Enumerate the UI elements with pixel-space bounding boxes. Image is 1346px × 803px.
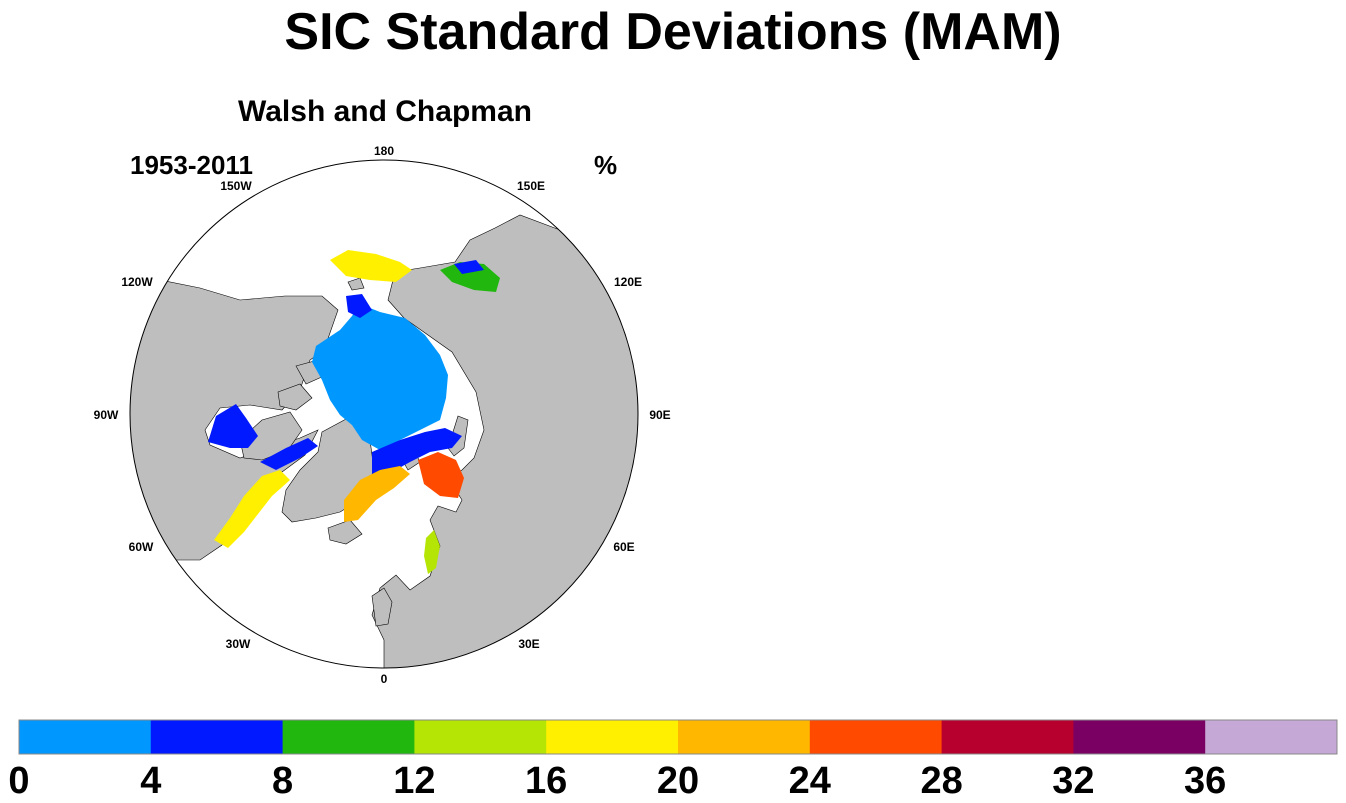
colorbar-label: 8 [272,760,293,802]
colorbar-label: 20 [657,760,699,802]
colorbar-label: 12 [393,760,435,802]
land-archipelago-1 [277,383,313,411]
sic-hudson-bay [208,404,258,448]
lon-label-60w: 60W [129,540,154,554]
colorbar-box [941,720,1074,754]
sic-central-arctic [312,304,448,450]
colorbar-label: 32 [1052,760,1094,802]
colorbar-box [809,720,943,754]
longitude-labels: 180 150E 120E 90E 60E 30E 0 30W 60W 90W … [94,144,671,686]
land-britain [371,587,393,627]
colorbar-box [1073,720,1206,754]
sic-arctic-edge-atlantic [372,428,462,478]
lon-label-120e: 120E [614,275,642,289]
colorbar: 0 4 8 12 16 20 24 28 32 36 [8,719,1338,802]
sic-sea-of-okhotsk [440,262,500,292]
colorbar-box [150,720,284,754]
lon-label-30e: 30E [518,637,539,651]
colorbar-box [678,720,811,754]
colorbar-label: 16 [525,760,567,802]
colorbar-label: 24 [789,760,831,802]
land-layer [130,214,638,668]
units-label: % [594,150,618,180]
land-wrangel [347,277,365,291]
colorbar-label: 0 [8,760,29,802]
colorbar-boxes [19,720,1338,754]
lon-label-60e: 60E [613,540,634,554]
sic-bering-sea [330,250,412,282]
figure-title: SIC Standard Deviations (MAM) [284,3,1062,61]
sic-labrador-sea [214,470,290,548]
polar-map [129,159,639,669]
lon-label-120w: 120W [121,275,153,289]
colorbar-outline [18,719,1338,755]
dataset-title: Walsh and Chapman [238,95,532,128]
sic-greenland-sea [344,466,410,522]
sic-field [208,250,500,574]
map-boundary [129,159,639,669]
colorbar-box [546,720,679,754]
lon-label-150e: 150E [517,179,545,193]
lon-label-90w: 90W [94,408,119,422]
sic-arctic-edge-pacific [346,294,372,318]
colorbar-label: 28 [920,760,962,802]
lon-label-90e: 90E [649,408,670,422]
colorbar-labels: 0 4 8 12 16 20 24 28 32 36 [8,760,1226,802]
lon-label-180: 180 [374,144,394,158]
land-eurasia [371,214,638,668]
sic-okhotsk-edge [454,260,484,274]
colorbar-box [19,720,152,754]
colorbar-box [282,720,415,754]
sic-barents-sea [418,452,464,498]
lon-label-150w: 150W [220,179,252,193]
lon-label-0: 0 [381,672,388,686]
sic-baltic-sea [424,530,440,574]
period-label: 1953-2011 [130,150,253,180]
colorbar-box [414,720,547,754]
colorbar-label: 4 [140,760,161,802]
lon-label-30w: 30W [226,637,251,651]
colorbar-label: 36 [1184,760,1226,802]
colorbar-box [1205,720,1338,754]
sic-hudson-strait [260,438,318,470]
